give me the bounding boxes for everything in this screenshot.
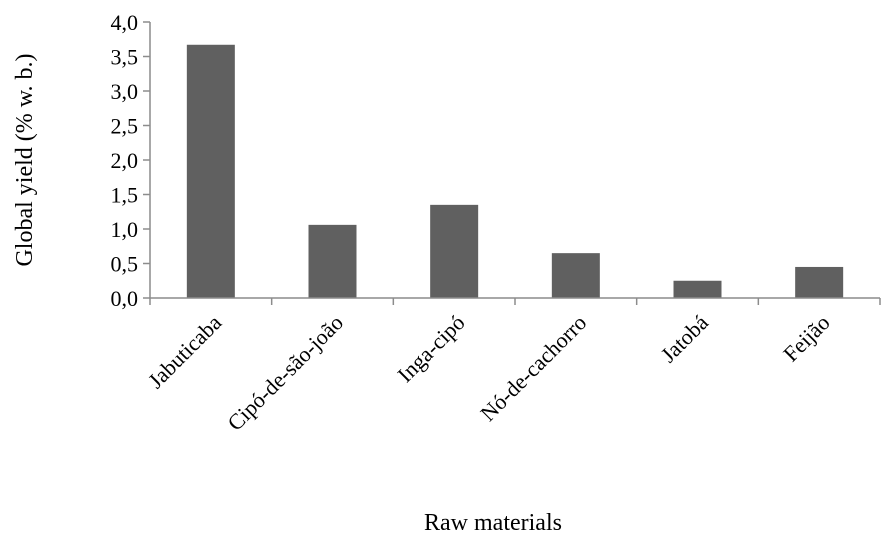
y-tick-label: 2,5 <box>111 114 139 139</box>
x-category-label: Cipó-de-são-joão <box>222 310 348 436</box>
x-category-label: Inga-cipó <box>392 310 469 387</box>
y-tick-label: 1,5 <box>111 183 139 208</box>
y-tick-label: 3,5 <box>111 45 139 70</box>
y-ticks-group: 0,0 0,5 1,0 1,5 2,0 2,5 3,0 3,5 4,0 <box>111 10 881 311</box>
x-category-label: Jabuticaba <box>143 310 226 393</box>
y-tick-label: 0,0 <box>111 286 139 311</box>
bar-4 <box>673 280 722 298</box>
y-tick-label: 4,0 <box>111 10 139 35</box>
bars-group <box>186 44 844 298</box>
x-axis-title: Raw materials <box>424 510 562 536</box>
x-category-label: Jatobá <box>656 310 714 368</box>
bar-3 <box>551 253 600 298</box>
x-category-label: Feijão <box>778 310 835 367</box>
x-category-label: Nó-de-cachorro <box>475 310 591 426</box>
bar-0 <box>186 44 235 298</box>
y-tick-label: 0,5 <box>111 252 139 277</box>
bar-5 <box>795 266 844 298</box>
y-tick-label: 1,0 <box>111 217 139 242</box>
y-tick-label: 3,0 <box>111 79 139 104</box>
bar-1 <box>308 224 357 298</box>
axes-group <box>149 22 880 299</box>
y-axis-title: Global yield (% w. b.) <box>12 53 38 266</box>
y-tick-label: 2,0 <box>111 148 139 173</box>
bar-2 <box>430 204 479 298</box>
